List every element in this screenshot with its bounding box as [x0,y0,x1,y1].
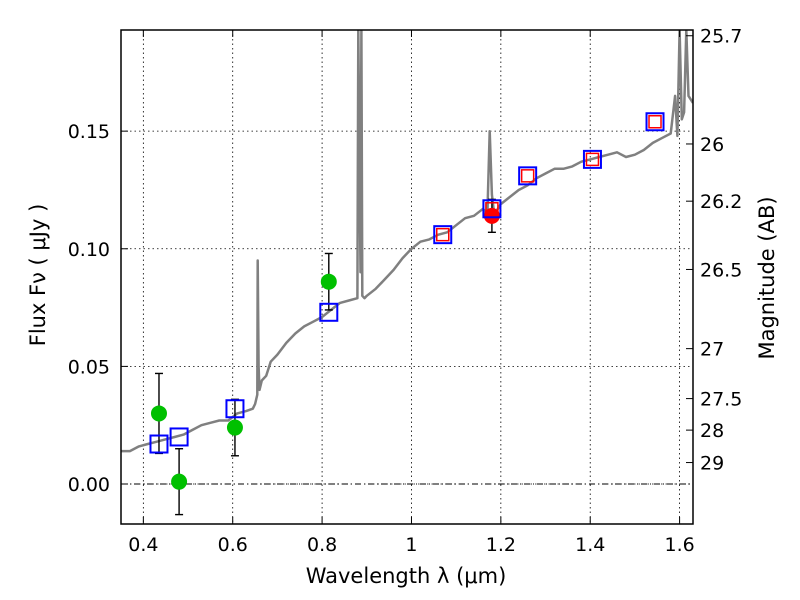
x-tick-label: 0.8 [307,534,337,556]
y-tick-label: 0.05 [68,356,110,378]
y-tick-label: 0.15 [68,121,110,143]
y-axis-title: Flux Fν ( μJy ) [26,204,50,347]
model-inner-square [585,152,600,167]
magnitude-tick-label: 28 [700,420,724,442]
magnitude-tick-label: 25.7 [700,26,742,48]
model-square [169,427,189,447]
x-axis-title: Wavelength λ (μm) [306,564,507,588]
model-inner-square [648,114,662,129]
x-tick-label: 1.2 [486,534,516,556]
model-square [225,399,245,419]
magnitude-tick-label: 26 [700,134,724,156]
spectrum-line [121,30,693,453]
x-tick-label: 1.4 [575,534,605,556]
x-tick-label: 0.4 [128,534,158,556]
model-square [518,166,538,186]
ticks [121,30,693,524]
tick-labels: 0.4 0.6 0.8 1 1.2 1.4 1.6 0.00 0.05 0.10 0.15 25.7 2… [68,26,743,556]
observed-point-green [320,273,337,290]
model-square [433,225,453,245]
observed-point-green [226,419,243,436]
model-inner-square [520,169,535,183]
magnitude-axis-title: Magnitude (AB) [755,196,779,359]
y-tick-label: 0.00 [68,474,110,496]
x-tick-label: 1 [405,534,417,556]
model-inner-square [485,202,499,216]
plot-frame [120,29,694,525]
square-layer [149,112,665,454]
model-square [482,199,502,219]
y-tick-label: 0.10 [68,239,110,261]
observed-point-green [150,405,167,422]
magnitude-tick-label: 26.5 [700,259,742,281]
magnitude-tick-label: 27.5 [700,389,742,411]
x-tick-label: 1.6 [664,534,694,556]
model-square [149,434,169,454]
spectrum-layer [121,30,693,453]
observed-point-green [171,473,188,490]
point-layer [150,207,500,490]
model-square [319,302,339,322]
x-tick-label: 0.6 [218,534,248,556]
model-square [645,112,665,132]
magnitude-tick-label: 29 [700,453,724,475]
model-square [582,149,602,169]
model-inner-square [436,227,450,242]
magnitude-tick-label: 27 [700,339,724,361]
magnitude-tick-label: 26.2 [700,191,742,213]
